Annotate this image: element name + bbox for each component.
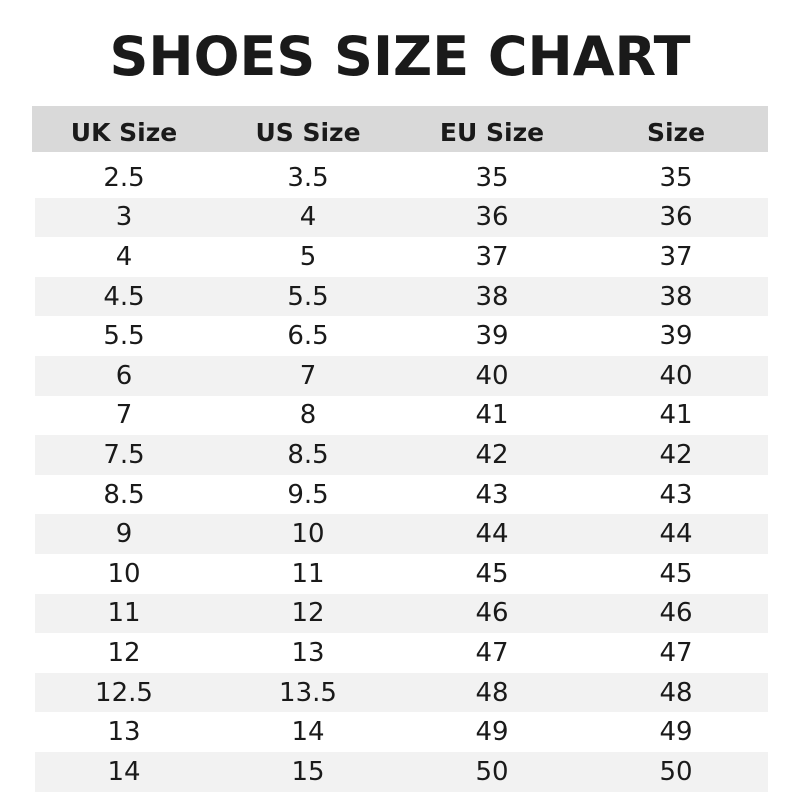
table-cell: 48 xyxy=(659,677,693,708)
table-cell: 50 xyxy=(659,756,693,787)
table-cell: 43 xyxy=(475,479,509,510)
table-cell: 4 xyxy=(299,202,317,233)
table-cell: 42 xyxy=(659,439,693,470)
table-cell: 40 xyxy=(659,360,693,391)
table-cell: 48 xyxy=(475,677,509,708)
table-cell: 36 xyxy=(475,202,509,233)
table-cell: 46 xyxy=(659,598,693,629)
table-cell: 6.5 xyxy=(287,321,329,352)
table-cell: 13.5 xyxy=(279,677,337,708)
table-cell: 12.5 xyxy=(95,677,153,708)
table-cell: 12 xyxy=(107,637,141,668)
table-row: 3 4 36 36 xyxy=(35,197,768,238)
table-row: 7.5 8.5 42 42 xyxy=(35,435,768,475)
table-cell: 8.5 xyxy=(103,479,145,510)
table-cell: 12 xyxy=(291,598,325,629)
table-body: 2.5 3.5 35 35 3 4 36 36 4 5 37 37 4.5 5.5 38 38 5.5 6.5 39… xyxy=(32,158,768,792)
table-cell: 35 xyxy=(659,162,693,193)
table-cell: 45 xyxy=(475,558,509,589)
table-row: 8.5 9.5 43 43 xyxy=(35,475,768,515)
table-cell: 3 xyxy=(115,202,133,233)
table-cell: 14 xyxy=(291,717,325,748)
table-cell: 7 xyxy=(115,400,133,431)
table-cell: 10 xyxy=(291,519,325,550)
table-cell: 44 xyxy=(475,519,509,550)
table-cell: 43 xyxy=(659,479,693,510)
column-header: US Size xyxy=(255,117,361,147)
table-cell: 5.5 xyxy=(103,321,145,352)
table-cell: 5.5 xyxy=(287,281,329,312)
table-cell: 13 xyxy=(107,717,141,748)
table-cell: 39 xyxy=(659,321,693,352)
table-cell: 5 xyxy=(299,241,317,272)
table-row: 6 7 40 40 xyxy=(35,355,768,396)
table-row: 4.5 5.5 38 38 xyxy=(35,276,768,317)
table-cell: 41 xyxy=(475,400,509,431)
table-cell: 40 xyxy=(475,360,509,391)
table-cell: 11 xyxy=(291,558,325,589)
table-row: 5.5 6.5 39 39 xyxy=(35,316,768,356)
table-cell: 4 xyxy=(115,241,133,272)
column-header: UK Size xyxy=(70,117,178,147)
table-cell: 37 xyxy=(475,241,509,272)
table-row: 2.5 3.5 35 35 xyxy=(35,158,768,198)
table-cell: 2.5 xyxy=(103,162,145,193)
table-cell: 3.5 xyxy=(287,162,329,193)
table-row: 4 5 37 37 xyxy=(35,237,768,277)
table-cell: 15 xyxy=(291,756,325,787)
table-cell: 7 xyxy=(299,360,317,391)
table-cell: 4.5 xyxy=(103,281,145,312)
table-cell: 6 xyxy=(115,360,133,391)
table-cell: 9 xyxy=(115,519,133,550)
table-cell: 13 xyxy=(291,637,325,668)
table-cell: 36 xyxy=(659,202,693,233)
table-row: 13 14 49 49 xyxy=(35,712,768,752)
table-cell: 39 xyxy=(475,321,509,352)
table-cell: 47 xyxy=(659,637,693,668)
table-cell: 49 xyxy=(475,717,509,748)
table-cell: 10 xyxy=(107,558,141,589)
table-cell: 46 xyxy=(475,598,509,629)
table-cell: 8.5 xyxy=(287,439,329,470)
table-row: 12.5 13.5 48 48 xyxy=(35,672,768,713)
table-cell: 50 xyxy=(475,756,509,787)
table-cell: 37 xyxy=(659,241,693,272)
column-header: Size xyxy=(646,117,706,147)
table-row: 9 10 44 44 xyxy=(35,514,768,554)
table-cell: 35 xyxy=(475,162,509,193)
table-cell: 9.5 xyxy=(287,479,329,510)
table-cell: 14 xyxy=(107,756,141,787)
table-row: 12 13 47 47 xyxy=(35,633,768,673)
table-row: 14 15 50 50 xyxy=(35,751,768,792)
table-cell: 38 xyxy=(475,281,509,312)
table-row: 10 11 45 45 xyxy=(35,554,768,594)
table-row: 7 8 41 41 xyxy=(35,396,768,436)
table-cell: 41 xyxy=(659,400,693,431)
chart-title: SHOES SIZE CHART xyxy=(109,25,691,88)
column-header: EU Size xyxy=(439,117,545,147)
size-table: UK Size US Size EU Size Size 2.5 3.5 35 35 3 4 36… xyxy=(32,106,768,792)
table-cell: 11 xyxy=(107,598,141,629)
table-cell: 42 xyxy=(475,439,509,470)
table-header: UK Size US Size EU Size Size xyxy=(32,106,768,152)
table-row: 11 12 46 46 xyxy=(35,593,768,634)
table-cell: 8 xyxy=(299,400,317,431)
table-cell: 7.5 xyxy=(103,439,145,470)
table-cell: 45 xyxy=(659,558,693,589)
table-cell: 49 xyxy=(659,717,693,748)
table-cell: 47 xyxy=(475,637,509,668)
table-cell: 38 xyxy=(659,281,693,312)
table-cell: 44 xyxy=(659,519,693,550)
